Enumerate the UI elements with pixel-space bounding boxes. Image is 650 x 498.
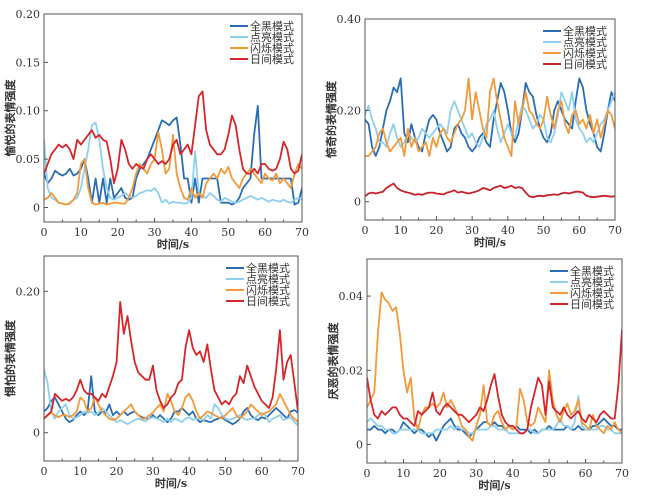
x-axis-label: 时间/s xyxy=(157,237,189,251)
series-line-4 xyxy=(365,182,615,199)
x-tick-label: 70 xyxy=(615,467,629,480)
x-tick-label: 60 xyxy=(572,224,586,237)
x-tick-label: 40 xyxy=(182,465,196,478)
x-tick-label: 20 xyxy=(429,224,443,237)
y-axis-label: 惧怕的表情强度 xyxy=(3,319,17,397)
x-tick-label: 50 xyxy=(221,226,235,239)
x-tick-label: 40 xyxy=(184,226,198,239)
legend-label-2: 点亮模式 xyxy=(563,35,607,49)
y-tick-label: 0 xyxy=(356,438,363,451)
x-tick-label: 60 xyxy=(255,465,269,478)
y-tick-label: 0 xyxy=(33,427,40,440)
legend-label-4: 日间模式 xyxy=(246,295,290,308)
x-tick-label: 10 xyxy=(74,226,88,239)
legend-label-4: 日间模式 xyxy=(250,53,294,66)
x-tick-label: 0 xyxy=(41,465,48,478)
x-tick-label: 10 xyxy=(396,467,410,480)
y-tick-label: 0 xyxy=(354,196,361,209)
series-line-1 xyxy=(44,105,302,206)
chart-panel-4: 0 10 20 30 40 50 60 70 0 0.02 0.04 时间/s 厌恶的表情强度 全黑模式点… xyxy=(326,258,629,492)
legend-label-4: 日间模式 xyxy=(570,298,614,311)
series-line-2 xyxy=(44,121,302,206)
chart-panel-2: 0 10 20 30 40 50 60 70 0 0.20 0.40 时间/s 惊奇的表情强度 全黑模式点… xyxy=(324,13,622,249)
legend-label-4: 日间模式 xyxy=(563,58,607,71)
y-tick-label: 0.40 xyxy=(337,13,362,26)
x-tick-label: 20 xyxy=(111,226,125,239)
series-line-3 xyxy=(44,392,298,423)
x-tick-label: 40 xyxy=(501,224,515,237)
legend-label-3: 闪烁模式 xyxy=(563,46,607,60)
y-tick-label: 0.10 xyxy=(16,105,41,118)
y-axis-label: 厌恶的表情强度 xyxy=(326,322,340,400)
x-axis-label: 时间/s xyxy=(474,235,506,249)
x-tick-label: 50 xyxy=(537,224,551,237)
x-tick-label: 40 xyxy=(506,467,520,480)
x-tick-label: 70 xyxy=(608,224,622,237)
x-tick-label: 60 xyxy=(579,467,593,480)
y-tick-label: 0 xyxy=(33,201,40,214)
series-line-3 xyxy=(44,131,302,206)
legend-label-1: 全黑模式 xyxy=(570,264,614,278)
series-line-4 xyxy=(44,90,302,185)
x-tick-label: 70 xyxy=(295,226,309,239)
x-tick-label: 70 xyxy=(291,465,305,478)
legend-label-3: 闪烁模式 xyxy=(246,283,290,297)
y-tick-label: 0.20 xyxy=(16,8,41,21)
legend-label-1: 全黑模式 xyxy=(250,19,294,33)
x-tick-label: 0 xyxy=(364,467,371,480)
y-tick-label: 0.20 xyxy=(337,104,362,117)
series-line-3 xyxy=(365,77,615,157)
series-line-1 xyxy=(367,417,622,442)
legend-label-2: 点亮模式 xyxy=(246,272,290,286)
x-tick-label: 20 xyxy=(110,465,124,478)
x-tick-label: 30 xyxy=(469,467,483,480)
legend-label-3: 闪烁模式 xyxy=(250,41,294,55)
chart-panel-3: 0 10 20 30 40 50 60 70 0 0.20 时间/s 惧怕的表情强度 全黑模式点亮模式闪… xyxy=(3,255,305,490)
y-tick-label: 0.02 xyxy=(339,364,364,377)
legend-label-3: 闪烁模式 xyxy=(570,286,614,300)
y-tick-label: 0.15 xyxy=(16,56,41,69)
series-line-3 xyxy=(367,291,622,442)
x-tick-label: 50 xyxy=(218,465,232,478)
legend-label-1: 全黑模式 xyxy=(563,24,607,38)
legend-label-2: 点亮模式 xyxy=(570,275,614,289)
legend-label-1: 全黑模式 xyxy=(246,261,290,275)
x-tick-label: 0 xyxy=(41,226,48,239)
y-tick-label: 0.20 xyxy=(16,285,41,298)
y-tick-label: 0.05 xyxy=(16,153,41,166)
x-axis-label: 时间/s xyxy=(155,476,187,490)
y-tick-label: 0.04 xyxy=(339,290,364,303)
y-axis-label: 惊奇的表情强度 xyxy=(324,80,338,158)
x-axis-label: 时间/s xyxy=(478,478,510,492)
x-tick-label: 0 xyxy=(362,224,369,237)
x-tick-label: 10 xyxy=(73,465,87,478)
chart-panel-1: 0 10 20 30 40 50 60 70 0 0.05 0.10 0.15 0.20 时间/s 愉悦的表… xyxy=(3,8,309,251)
x-tick-label: 10 xyxy=(394,224,408,237)
x-tick-label: 30 xyxy=(465,224,479,237)
series-line-2 xyxy=(44,368,298,427)
x-tick-label: 30 xyxy=(148,226,162,239)
x-tick-label: 30 xyxy=(146,465,160,478)
series-line-4 xyxy=(44,300,298,420)
x-tick-label: 60 xyxy=(258,226,272,239)
series-line-4 xyxy=(367,329,622,435)
legend-label-2: 点亮模式 xyxy=(250,30,294,44)
x-tick-label: 20 xyxy=(433,467,447,480)
y-axis-label: 愉悦的表情强度 xyxy=(3,79,17,157)
x-tick-label: 50 xyxy=(542,467,556,480)
